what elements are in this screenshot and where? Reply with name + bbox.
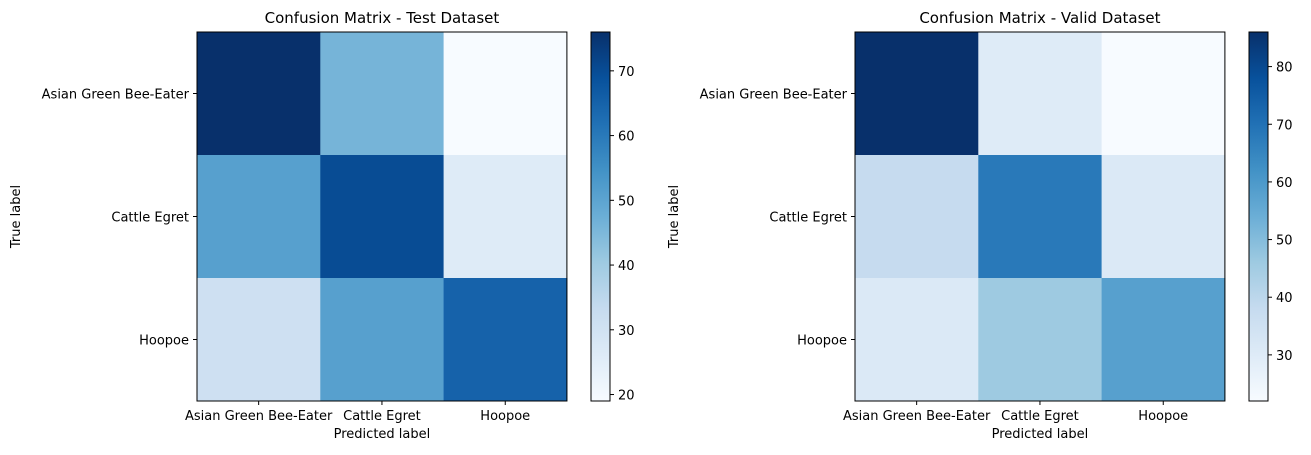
y-tick-label: Asian Green Bee-Eater <box>42 88 190 103</box>
colorbar-tick-label: 50 <box>618 194 635 209</box>
heatmap-panel-1: Confusion Matrix - Test Dataset Asian Gre… <box>9 9 635 442</box>
y-tick-label: Cattle Egret <box>111 211 189 226</box>
colorbar-tick-label: 40 <box>1276 291 1293 306</box>
colorbar-tick-label: 60 <box>1276 176 1293 191</box>
colorbar <box>1248 31 1269 402</box>
chart-title: Confusion Matrix - Test Dataset <box>265 9 500 27</box>
colorbar-tick-label: 70 <box>1276 118 1293 133</box>
colorbar-tick-label: 30 <box>618 324 635 339</box>
x-tick-label: Asian Green Bee-Eater <box>185 409 333 424</box>
heatmap-cell <box>978 155 1103 279</box>
heatmap-cell <box>855 278 979 402</box>
x-axis-label: Predicted label <box>334 427 431 442</box>
heatmap-cell <box>1101 155 1226 279</box>
y-tick-label: Hoopoe <box>139 334 189 349</box>
heatmap-cell <box>1101 278 1226 402</box>
x-tick-label: Hoopoe <box>1138 409 1188 424</box>
colorbar-tick-label: 60 <box>618 130 635 145</box>
x-tick-label: Asian Green Bee-Eater <box>843 409 991 424</box>
heatmap-cell <box>1101 32 1226 156</box>
colorbar-tick-label: 50 <box>1276 234 1293 249</box>
heatmap-panel-2: Confusion Matrix - Valid Dataset Asian Gr… <box>667 9 1293 442</box>
x-tick-label: Cattle Egret <box>1001 409 1079 424</box>
heatmap-cell <box>197 32 321 156</box>
colorbar <box>590 31 611 402</box>
heatmap-cell <box>443 278 568 402</box>
colorbar-tick-label: 20 <box>618 389 635 404</box>
heatmap-cell <box>978 32 1103 156</box>
heatmap-cell <box>320 32 445 156</box>
y-tick-label: Asian Green Bee-Eater <box>700 88 848 103</box>
heatmap-cell <box>855 155 979 279</box>
x-tick-label: Hoopoe <box>480 409 530 424</box>
x-axis-label: Predicted label <box>992 427 1089 442</box>
colorbar-tick-label: 80 <box>1276 61 1293 76</box>
y-tick-label: Cattle Egret <box>769 211 847 226</box>
heatmap-cell <box>197 278 321 402</box>
heatmap-cell <box>320 278 445 402</box>
y-axis-label: True label <box>9 185 24 249</box>
y-axis-label: True label <box>667 185 682 249</box>
heatmap-cell <box>443 155 568 279</box>
x-tick-label: Cattle Egret <box>343 409 421 424</box>
y-tick-label: Hoopoe <box>797 334 847 349</box>
heatmap-cell <box>855 32 979 156</box>
heatmap-cell <box>978 278 1103 402</box>
heatmap-cell <box>197 155 321 279</box>
heatmap-cell <box>320 155 445 279</box>
colorbar-tick-label: 40 <box>618 259 635 274</box>
colorbar-tick-label: 30 <box>1276 349 1293 364</box>
chart-title: Confusion Matrix - Valid Dataset <box>919 9 1160 27</box>
colorbar-tick-label: 70 <box>618 65 635 80</box>
heatmap-cell <box>443 32 568 156</box>
